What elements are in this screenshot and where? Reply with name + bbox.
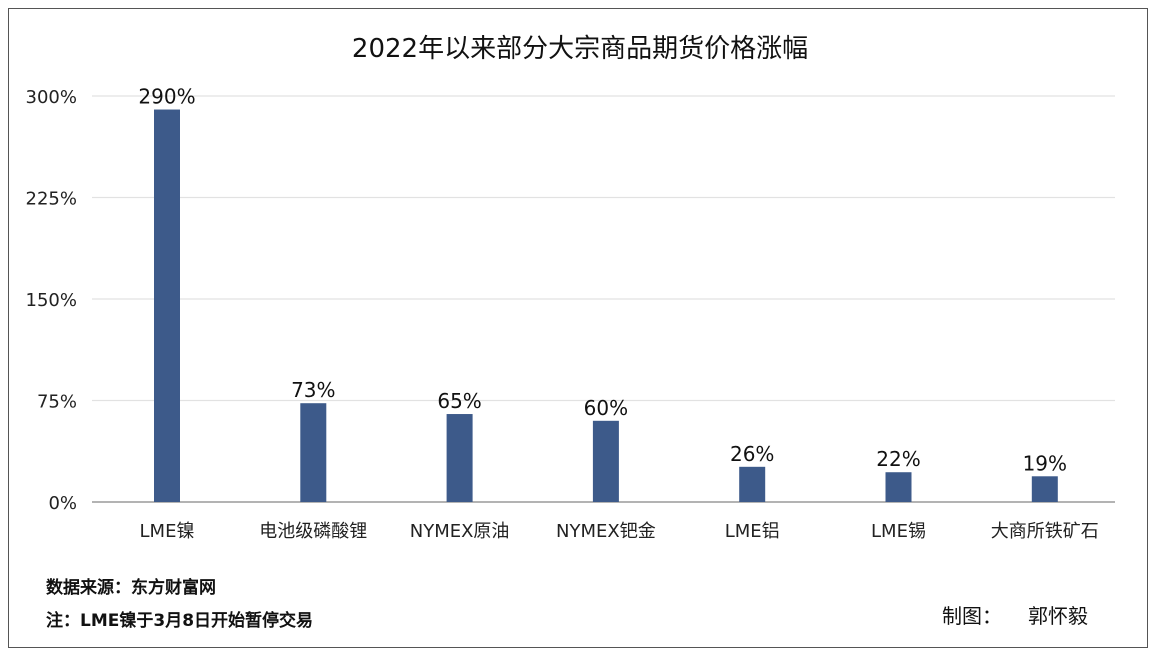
footnote: 注：LME镍于3月8日开始暂停交易 [46,611,314,631]
data-label: 60% [584,396,628,420]
data-label: 65% [437,389,481,413]
credit-label: 制图： [942,604,1002,628]
x-tick-label: LME镍 [140,521,195,542]
bar [739,466,766,502]
x-tick-label: NYMEX原油 [410,521,510,542]
bar [592,420,619,502]
bar [885,472,912,502]
bar [1031,476,1058,502]
bar [446,414,473,502]
x-tick-label: LME铝 [725,521,780,542]
data-label: 22% [876,447,920,471]
credit: 制图： 郭怀毅 [942,600,1088,629]
y-tick-label: 0% [48,493,77,514]
x-tick-label: 电池级磷酸锂 [259,521,367,542]
data-label: 73% [291,378,335,402]
bar [154,109,180,503]
x-tick-label: 大商所铁矿石 [991,521,1099,542]
y-tick-label: 75% [37,392,77,413]
credit-name: 郭怀毅 [1028,604,1088,628]
data-label: 26% [730,442,774,466]
data-label: 290% [138,85,195,109]
y-tick-label: 300% [26,87,77,108]
data-source-note: 数据来源：东方财富网 [46,578,216,598]
bar [300,403,327,502]
x-tick-label: NYMEX钯金 [556,521,656,542]
y-tick-label: 225% [26,189,77,210]
y-tick-label: 150% [26,290,77,311]
data-label: 19% [1023,451,1067,475]
x-tick-label: LME锡 [871,521,926,542]
chart-frame [8,8,1148,648]
chart-title: 2022年以来部分大宗商品期货价格涨幅 [351,34,809,64]
